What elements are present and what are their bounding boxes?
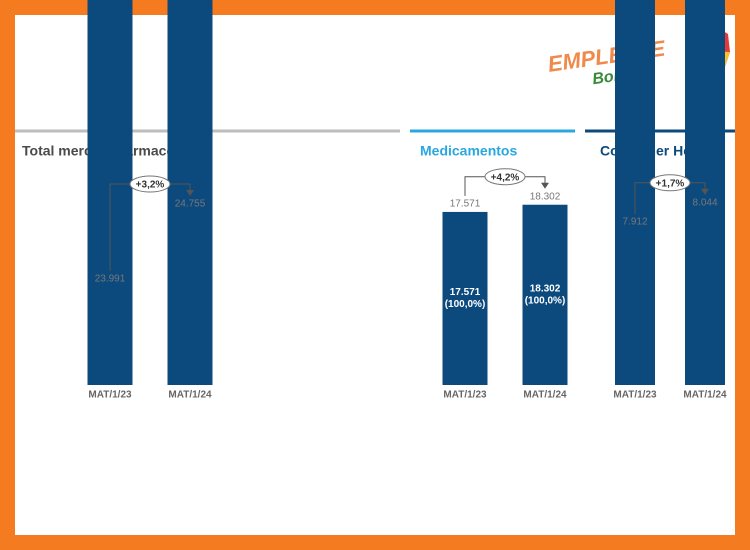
total-label: 18.302 — [530, 191, 561, 202]
x-tick-label: MAT/1/24 — [168, 390, 212, 401]
total-label: 8.044 — [692, 197, 717, 208]
growth-badge — [129, 175, 171, 193]
share-label: (100,0%) — [525, 296, 566, 307]
total-label: 7.912 — [622, 217, 647, 228]
x-tick-label: MAT/1/23 — [613, 390, 657, 401]
share-label: (100,0%) — [445, 299, 486, 310]
total-label: 17.571 — [450, 199, 481, 210]
chart-title: Medicamentos — [420, 143, 517, 159]
total-label: 24.755 — [175, 199, 206, 210]
growth-badge — [649, 174, 691, 192]
x-tick-label: MAT/1/23 — [88, 390, 132, 401]
value-label: 17.571 — [450, 287, 481, 298]
value-label: 18.302 — [530, 284, 561, 295]
total-label: 23.991 — [95, 274, 126, 285]
growth-label: +4,2% — [491, 172, 520, 183]
x-tick-label: MAT/1/24 — [523, 390, 567, 401]
growth-arrow — [541, 182, 549, 189]
bar-segment — [442, 211, 488, 385]
growth-arrow — [701, 188, 709, 195]
growth-label: +3,2% — [136, 180, 165, 191]
growth-arrow — [186, 190, 194, 197]
growth-label: +1,7% — [656, 178, 685, 189]
x-tick-label: MAT/1/24 — [683, 390, 727, 401]
growth-badge — [484, 168, 526, 186]
bar-segment — [522, 204, 568, 385]
x-tick-label: MAT/1/23 — [443, 390, 487, 401]
